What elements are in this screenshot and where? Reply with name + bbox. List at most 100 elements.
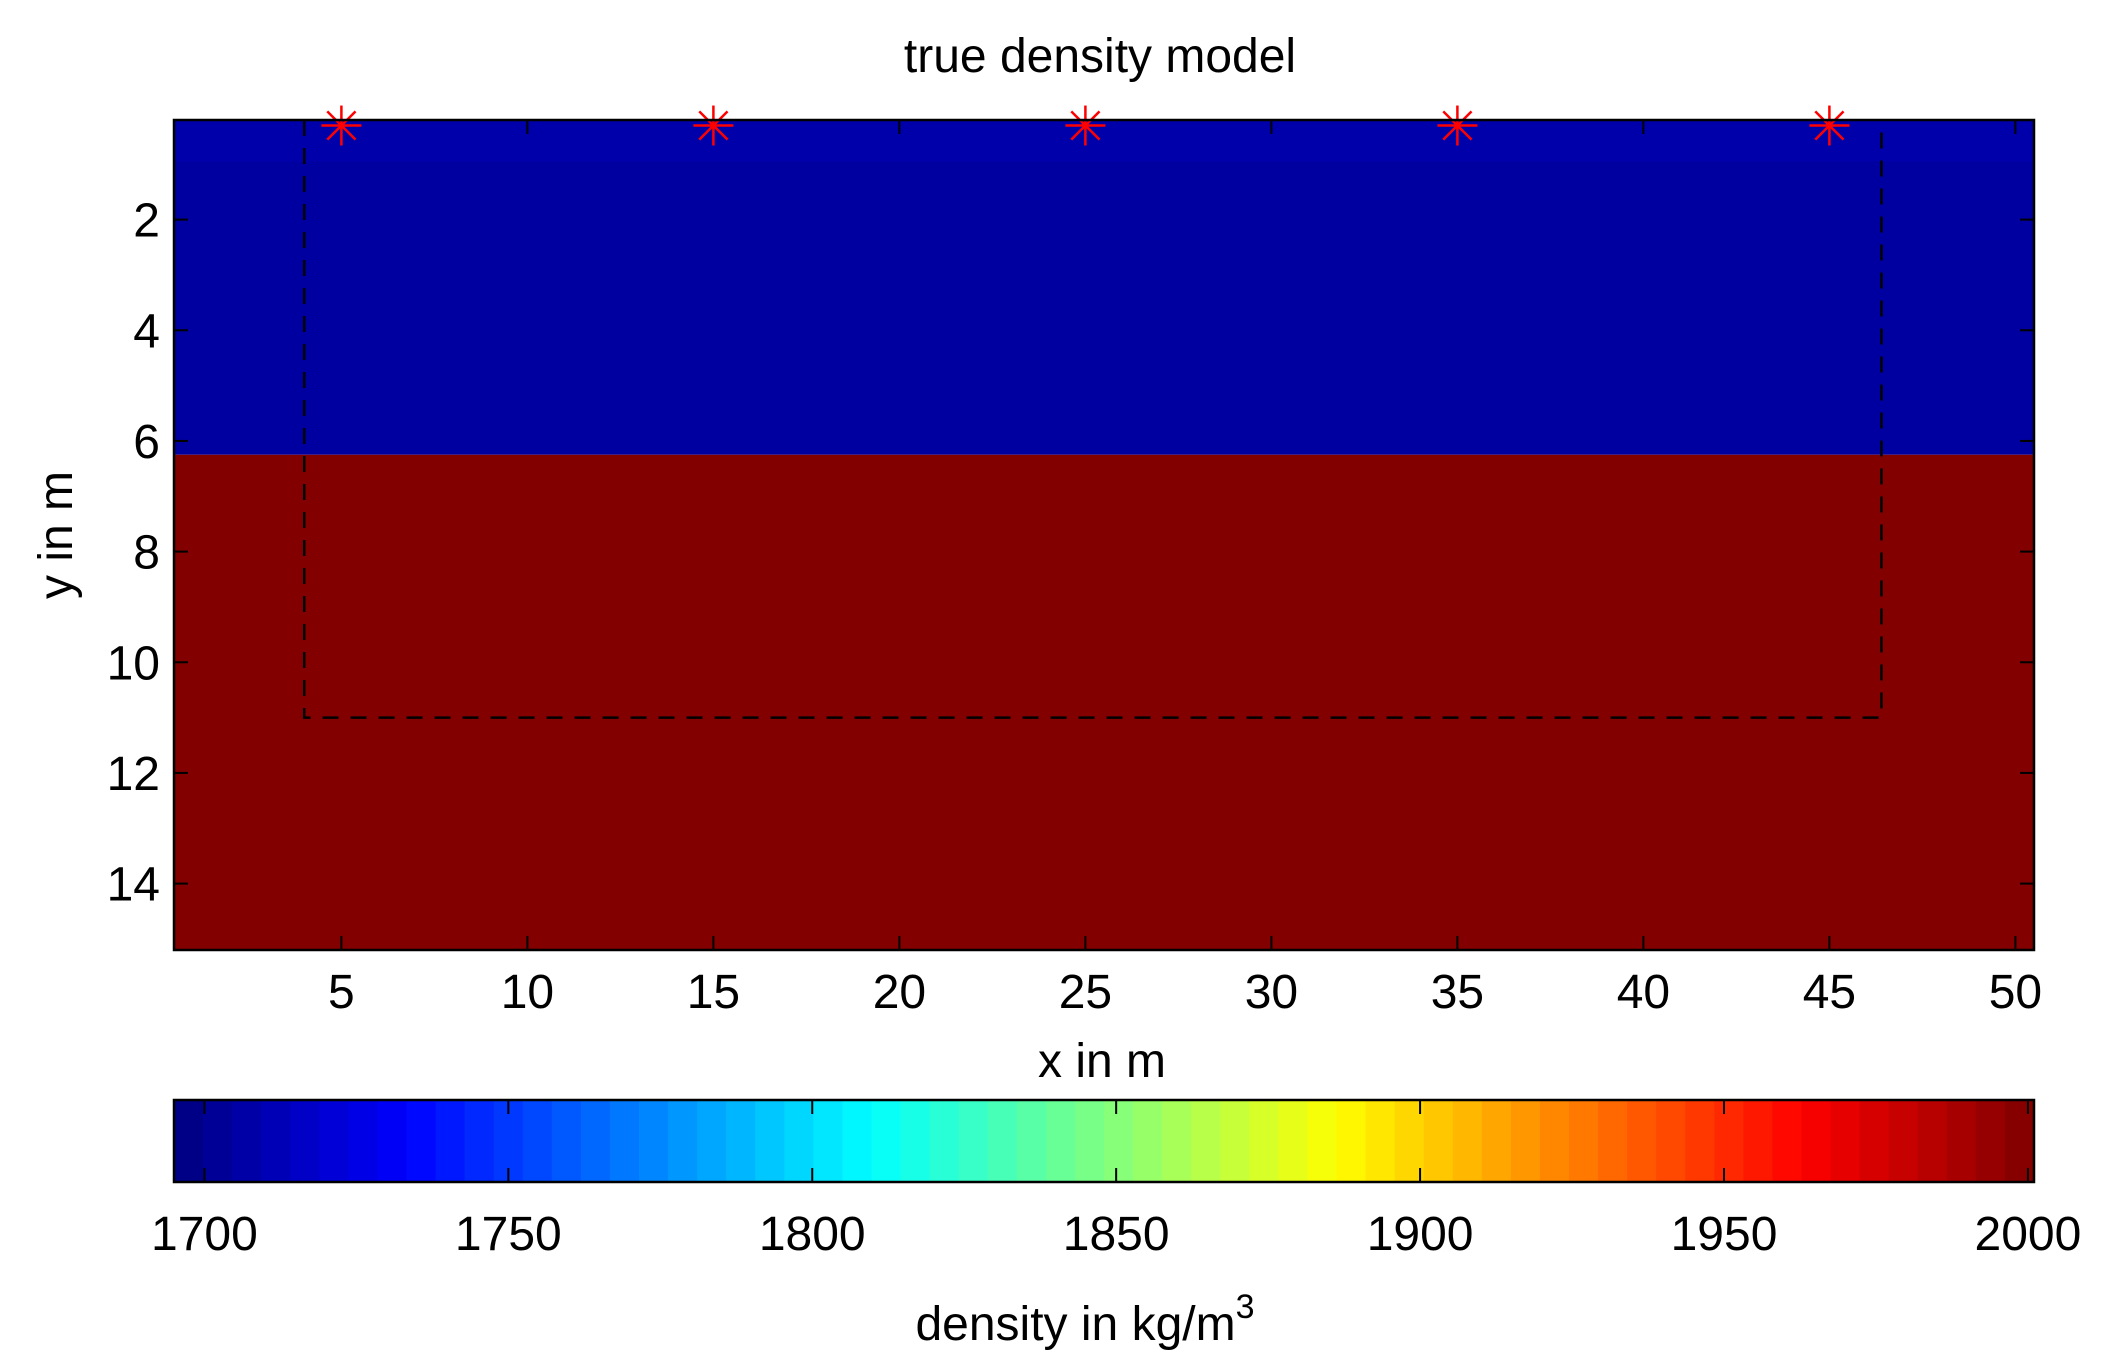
y-tick-label-1: 4: [133, 305, 160, 358]
colorbar-swatch: [1743, 1100, 1774, 1182]
colorbar-swatch: [929, 1100, 960, 1182]
colorbar-tick-label-0: 1700: [151, 1208, 258, 1261]
x-tick-label-8: 45: [1803, 966, 1856, 1019]
chart-title: true density model: [904, 30, 1296, 83]
y-tick-labels: 2 4 6 8 10 12 14: [107, 195, 160, 912]
y-tick-label-4: 10: [107, 637, 160, 690]
colorbar-swatch: [290, 1100, 320, 1182]
source-marker-4: [1809, 105, 1850, 146]
colorbar-swatch: [1133, 1100, 1163, 1182]
colorbar-swatch: [1714, 1100, 1744, 1182]
x-tick-label-2: 15: [687, 966, 740, 1019]
colorbar: [174, 1100, 2035, 1182]
colorbar-swatch: [1336, 1100, 1367, 1182]
x-tick-label-4: 25: [1059, 966, 1112, 1019]
colorbar-swatch: [1656, 1100, 1686, 1182]
colorbar-swatch: [1104, 1100, 1134, 1182]
colorbar-swatch: [1510, 1100, 1541, 1182]
colorbar-tick-label-2: 1800: [759, 1208, 866, 1261]
y-tick-label-3: 8: [133, 527, 160, 580]
colorbar-swatch: [1481, 1100, 1512, 1182]
colorbar-swatch: [900, 1100, 931, 1182]
x-tick-label-7: 40: [1617, 966, 1670, 1019]
colorbar-swatch: [668, 1100, 698, 1182]
colorbar-swatch: [348, 1100, 379, 1182]
colorbar-swatch: [1772, 1100, 1803, 1182]
colorbar-tick-label-6: 2000: [1975, 1208, 2082, 1261]
colorbar-tick-label-4: 1900: [1367, 1208, 1474, 1261]
colorbar-swatch: [1627, 1100, 1657, 1182]
colorbar-swatch: [726, 1100, 756, 1182]
colorbar-swatch: [1539, 1100, 1570, 1182]
colorbar-swatch: [580, 1100, 611, 1182]
colorbar-swatch: [871, 1100, 902, 1182]
colorbar-swatch: [435, 1100, 466, 1182]
colorbar-swatch: [1307, 1100, 1338, 1182]
density-layer-1: [174, 161, 2034, 455]
colorbar-swatch: [1191, 1100, 1221, 1182]
colorbar-swatch: [1249, 1100, 1279, 1182]
colorbar-swatch: [1278, 1100, 1309, 1182]
x-tick-label-5: 30: [1245, 966, 1298, 1019]
heatmap-layer: [174, 120, 2034, 950]
colorbar-swatch: [319, 1100, 349, 1182]
colorbar-swatch: [1859, 1100, 1890, 1182]
colorbar-swatch: [1162, 1100, 1192, 1182]
colorbar-swatch: [1888, 1100, 1919, 1182]
colorbar-swatch: [406, 1100, 437, 1182]
colorbar-swatch: [1975, 1100, 2006, 1182]
colorbar-swatch: [987, 1100, 1018, 1182]
plot-frame: [172, 118, 2036, 952]
y-axis-label: y in m: [30, 471, 83, 599]
y-tick-label-5: 12: [107, 748, 160, 801]
y-tick-label-2: 6: [133, 416, 160, 469]
colorbar-tick-label-3: 1850: [1063, 1208, 1170, 1261]
colorbar-swatch: [377, 1100, 408, 1182]
colorbar-swatch: [1917, 1100, 1948, 1182]
colorbar-swatch: [1074, 1100, 1105, 1182]
colorbar-tick-label-1: 1750: [455, 1208, 562, 1261]
colorbar-swatch: [551, 1100, 582, 1182]
region-box: [302, 120, 1883, 719]
y-tick-label-6: 14: [107, 859, 160, 912]
density-layer-2: [174, 454, 2034, 950]
source-markers: [321, 105, 1850, 146]
colorbar-swatch: [1016, 1100, 1047, 1182]
colorbar-label-text: density in kg/m: [915, 1298, 1235, 1351]
colorbar-swatch: [639, 1100, 669, 1182]
colorbar-swatch: [1365, 1100, 1396, 1182]
colorbar-swatch: [2004, 1100, 2035, 1182]
x-tick-label-9: 50: [1989, 966, 2042, 1019]
colorbar-swatch: [1946, 1100, 1977, 1182]
colorbar-label: density in kg/m3: [915, 1288, 1254, 1351]
colorbar-swatch: [464, 1100, 495, 1182]
colorbar-swatch: [755, 1100, 785, 1182]
colorbar-swatch: [1220, 1100, 1250, 1182]
source-marker-2: [1065, 105, 1106, 146]
source-marker-3: [1437, 105, 1478, 146]
colorbar-swatch: [261, 1100, 291, 1182]
source-marker-1: [693, 105, 734, 146]
colorbar-swatch: [522, 1100, 553, 1182]
colorbar-tick-label-5: 1950: [1671, 1208, 1778, 1261]
colorbar-swatch: [813, 1100, 844, 1182]
x-tick-labels: 5 10 15 20 25 30 35 40 45 50: [328, 966, 2042, 1019]
colorbar-frame: [172, 1098, 2036, 1184]
colorbar-swatch: [232, 1100, 262, 1182]
x-tick-label-0: 5: [328, 966, 355, 1019]
region-layer: [302, 120, 1883, 719]
colorbar-swatch: [1423, 1100, 1454, 1182]
colorbar-swatch: [609, 1100, 640, 1182]
colorbar-swatch: [174, 1100, 204, 1182]
colorbar-swatch: [697, 1100, 727, 1182]
colorbar-label-superscript: 3: [1236, 1288, 1255, 1326]
density-layer-0: [174, 120, 2034, 162]
colorbar-ticks: [203, 1100, 2029, 1182]
source-marker-0: [321, 105, 362, 146]
x-tick-label-6: 35: [1431, 966, 1484, 1019]
x-tick-label-3: 20: [873, 966, 926, 1019]
colorbar-swatch: [1685, 1100, 1715, 1182]
y-tick-label-0: 2: [133, 195, 160, 248]
colorbar-swatch: [1569, 1100, 1599, 1182]
